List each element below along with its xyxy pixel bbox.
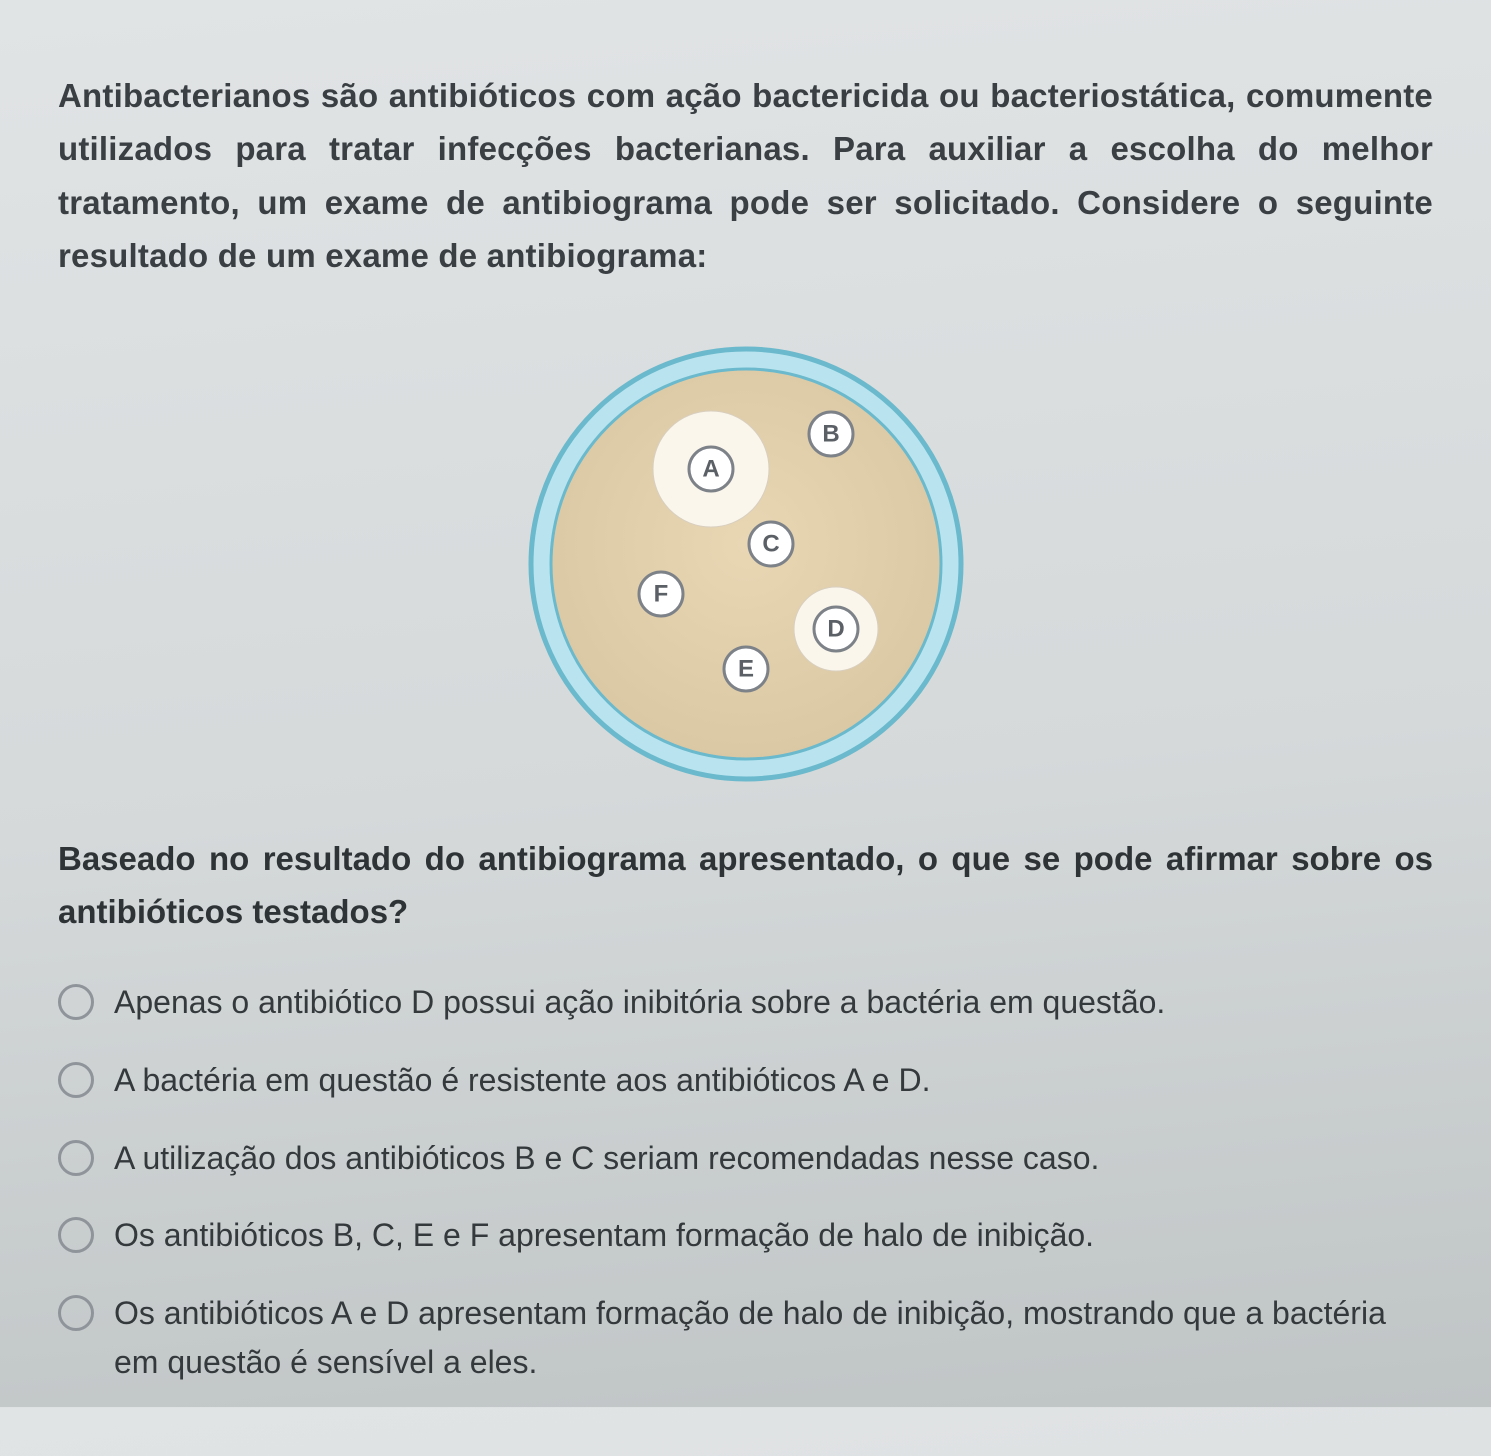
option-label: A bactéria em questão é resistente aos a…	[114, 1056, 930, 1106]
option-row[interactable]: A utilização dos antibióticos B e C seri…	[58, 1134, 1433, 1184]
option-label: A utilização dos antibióticos B e C seri…	[114, 1134, 1099, 1184]
option-label: Os antibióticos A e D apresentam formaçã…	[114, 1289, 1433, 1388]
svg-text:D: D	[827, 615, 844, 642]
option-row[interactable]: A bactéria em questão é resistente aos a…	[58, 1056, 1433, 1106]
svg-text:A: A	[702, 455, 719, 482]
radio-icon[interactable]	[58, 1062, 94, 1098]
question-paragraph: Baseado no resultado do antibiograma apr…	[58, 833, 1433, 939]
svg-text:F: F	[653, 580, 668, 607]
option-row[interactable]: Apenas o antibiótico D possui ação inibi…	[58, 978, 1433, 1028]
svg-text:E: E	[737, 655, 753, 682]
intro-paragraph: Antibacterianos são antibióticos com açã…	[58, 69, 1433, 283]
option-label: Apenas o antibiótico D possui ação inibi…	[114, 978, 1165, 1028]
option-row[interactable]: Os antibióticos A e D apresentam formaçã…	[58, 1289, 1433, 1388]
antibiogram-diagram: A B C D E F	[511, 329, 981, 799]
radio-icon[interactable]	[58, 984, 94, 1020]
radio-icon[interactable]	[58, 1295, 94, 1331]
diagram-container: A B C D E F	[58, 329, 1433, 799]
svg-text:B: B	[822, 420, 839, 447]
radio-icon[interactable]	[58, 1140, 94, 1176]
page-root: Antibacterianos são antibióticos com açã…	[0, 0, 1491, 1456]
petri-dish-svg: A B C D E F	[511, 329, 981, 799]
svg-text:C: C	[762, 530, 779, 557]
radio-icon[interactable]	[58, 1217, 94, 1253]
option-label: Os antibióticos B, C, E e F apresentam f…	[114, 1211, 1094, 1261]
option-row[interactable]: Os antibióticos B, C, E e F apresentam f…	[58, 1211, 1433, 1261]
options-list: Apenas o antibiótico D possui ação inibi…	[58, 978, 1433, 1388]
